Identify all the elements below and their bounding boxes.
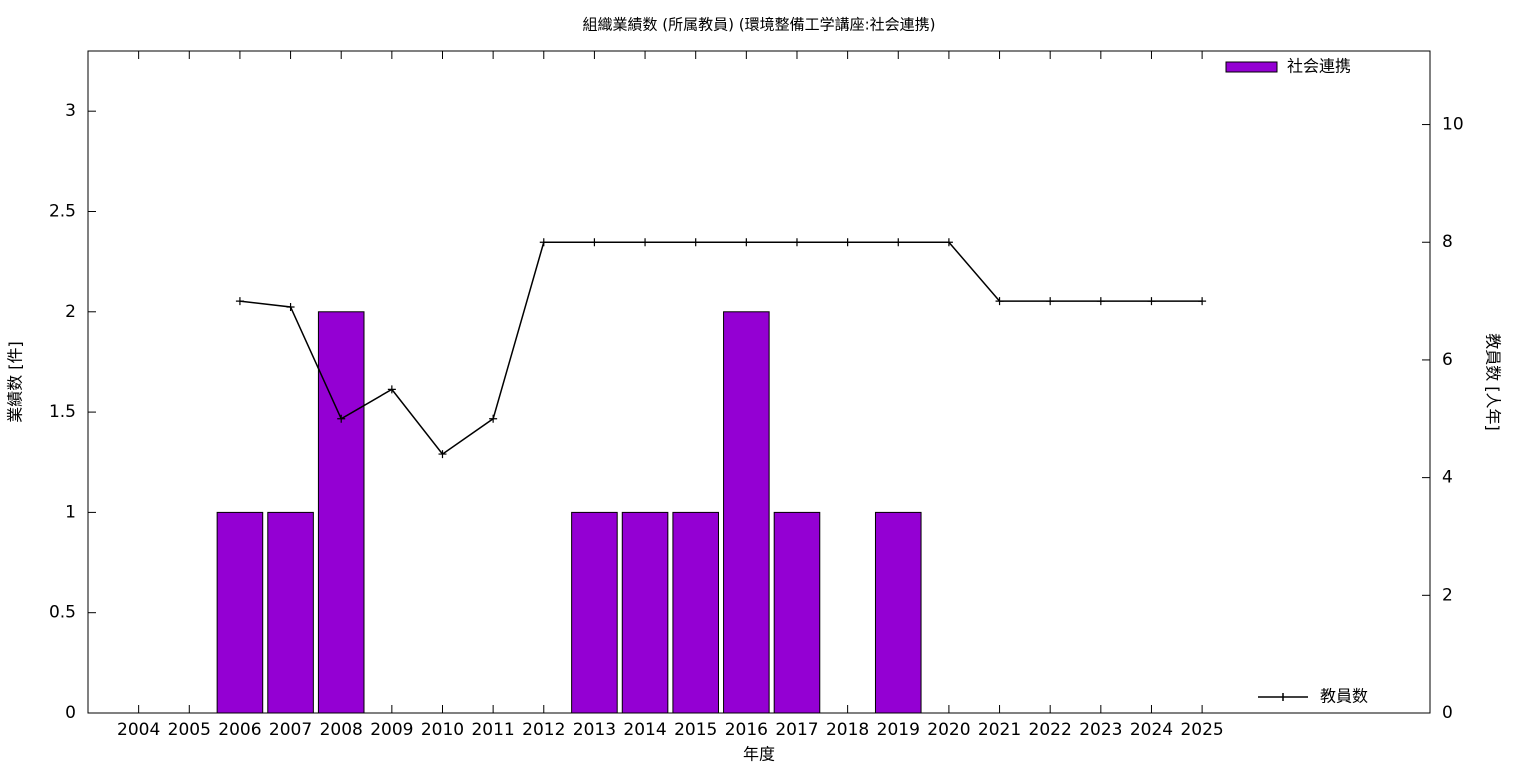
y2-tick-label: 8 — [1442, 232, 1453, 252]
point — [235, 297, 244, 306]
y2-tick-label: 0 — [1442, 703, 1453, 723]
bar — [773, 511, 821, 714]
point — [1096, 297, 1105, 306]
y-tick-label: 1.5 — [49, 402, 76, 422]
y2-tick-label: 10 — [1442, 115, 1464, 135]
point — [995, 297, 1004, 306]
y-tick-label: 2.5 — [49, 201, 76, 221]
x-tick-label: 2004 — [117, 720, 160, 740]
legend-swatch — [1225, 61, 1278, 73]
y-tick-label: 1 — [65, 502, 76, 522]
legend-label: 社会連携 — [1287, 57, 1351, 76]
point — [792, 238, 801, 247]
point — [438, 450, 447, 459]
bar — [672, 511, 719, 714]
x-tick-label: 2008 — [320, 720, 363, 740]
x-tick-label: 2019 — [877, 720, 920, 740]
bar — [317, 311, 365, 714]
x-axis-label: 年度 — [743, 745, 775, 764]
x-tick-label: 2013 — [573, 720, 616, 740]
point — [944, 238, 953, 247]
x-tick-label: 2022 — [1029, 720, 1072, 740]
line — [239, 241, 1203, 456]
point — [691, 238, 700, 247]
x-tick-label: 2021 — [978, 720, 1021, 740]
point — [337, 414, 346, 423]
point — [286, 302, 295, 311]
point — [387, 385, 396, 394]
chart-title: 組織業績数 (所属教員) (環境整備工学講座:社会連携) — [582, 16, 935, 34]
y-tick-label: 3 — [65, 101, 76, 121]
point — [742, 238, 751, 247]
x-tick-label: 2011 — [471, 720, 514, 740]
x-tick-label: 2009 — [370, 720, 413, 740]
y2-axis-label: 教員数 [人年] — [1484, 333, 1503, 431]
x-tick-label: 2020 — [927, 720, 970, 740]
y2-tick-label: 2 — [1442, 585, 1453, 605]
point — [1198, 297, 1207, 306]
legend-line — [1258, 693, 1308, 701]
y-tick-label: 0 — [65, 703, 76, 723]
x-tick-label: 2025 — [1180, 720, 1223, 740]
x-tick-label: 2024 — [1130, 720, 1173, 740]
x-tick-label: 2015 — [674, 720, 717, 740]
x-tick-label: 2012 — [522, 720, 565, 740]
point — [894, 238, 903, 247]
bar — [267, 511, 314, 714]
y2-tick-label: 6 — [1442, 350, 1453, 370]
point — [489, 414, 498, 423]
y-axis-label: 業績数 [件] — [6, 341, 25, 423]
point — [590, 238, 599, 247]
x-tick-label: 2023 — [1079, 720, 1122, 740]
x-tick-label: 2018 — [826, 720, 869, 740]
point — [539, 238, 548, 247]
y2-tick-label: 4 — [1442, 468, 1453, 488]
bar — [723, 311, 770, 714]
bar — [571, 511, 618, 714]
x-tick-label: 2014 — [623, 720, 666, 740]
y-tick-label: 0.5 — [49, 603, 76, 623]
point — [1046, 297, 1055, 306]
bar — [874, 511, 922, 714]
x-tick-label: 2007 — [269, 720, 312, 740]
x-tick-label: 2005 — [168, 720, 211, 740]
bar — [621, 511, 669, 714]
legend-label: 教員数 — [1320, 687, 1368, 706]
bar — [216, 511, 264, 714]
x-tick-label: 2016 — [725, 720, 768, 740]
x-tick-label: 2006 — [218, 720, 261, 740]
point — [843, 238, 852, 247]
x-tick-label: 2010 — [421, 720, 464, 740]
x-tick-label: 2017 — [775, 720, 818, 740]
point — [641, 238, 650, 247]
point — [1147, 297, 1156, 306]
y-tick-label: 2 — [65, 302, 76, 322]
